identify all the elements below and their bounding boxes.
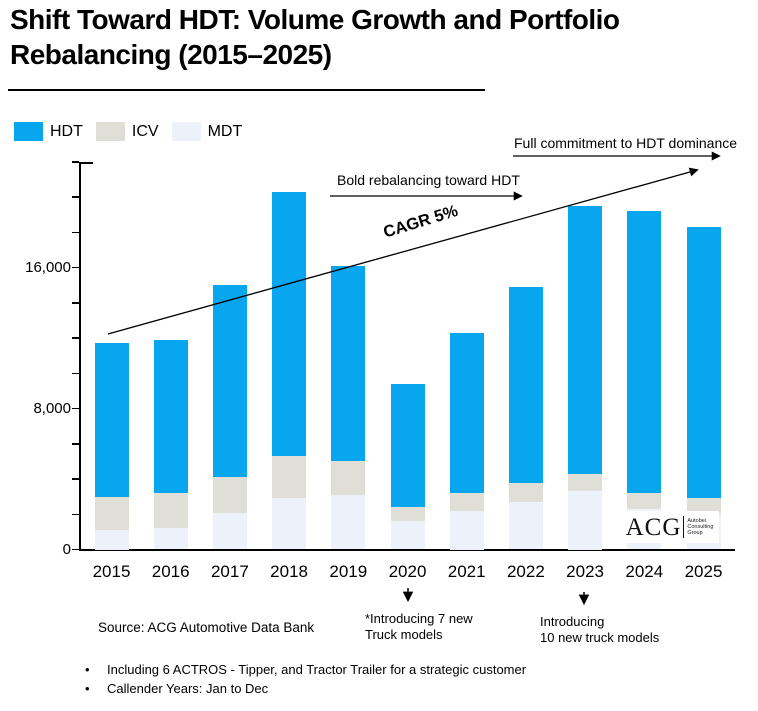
y-axis-tick (72, 443, 79, 445)
bar-2019-hdt (331, 265, 366, 462)
bar-2018-icv (272, 456, 307, 499)
bar-2023-mdt (568, 491, 603, 550)
footnote-bullet: • (85, 662, 90, 677)
footnote-text: Including 6 ACTROS - Tipper, and Tractor… (107, 662, 527, 677)
bar-2022-icv (508, 482, 543, 502)
bar-2020-hdt (390, 383, 425, 508)
source-note: Source: ACG Automotive Data Bank (98, 620, 315, 635)
footnote-item: • Including 6 ACTROS - Tipper, and Tracto… (85, 661, 526, 680)
annotation-cagr: CAGR 5% (381, 201, 461, 242)
legend-item-icv: ICV (95, 122, 159, 141)
bar-2017-hdt (212, 285, 247, 478)
y-axis-tick (72, 372, 79, 375)
bar-2016-mdt (153, 528, 188, 550)
x-tick-label-2018: 2018 (270, 562, 308, 581)
y-tick-label: 8,000 (33, 399, 71, 417)
page-title: Shift Toward HDT: Volume Growth and Port… (10, 4, 620, 70)
bar-2017-mdt (212, 512, 247, 550)
legend-label: ICV (131, 122, 159, 140)
y-tick-label: 0 (62, 540, 71, 558)
y-axis-tick (72, 196, 79, 198)
bar-2025-icv (686, 498, 721, 515)
x-tick-label-2023: 2023 (566, 562, 604, 581)
bar-2021-mdt (449, 510, 484, 550)
y-axis-tick (72, 302, 79, 304)
x-tick-label-2019: 2019 (329, 562, 368, 581)
footnotes: • Including 6 ACTROS - Tipper, and Tracto… (85, 661, 526, 698)
x-tick-label-2015: 2015 (92, 562, 131, 581)
acg-logo: ACG Autobei Consulting Group (620, 511, 719, 543)
bar-2025-hdt (686, 227, 721, 499)
legend-swatch-hdt (14, 122, 43, 141)
annotation-intro-2020: *Introducing 7 new Truck models (365, 611, 473, 642)
y-axis-tick (72, 478, 79, 480)
bar-2018-mdt (272, 498, 307, 550)
bar-2022-hdt (508, 287, 543, 483)
footnote-text: Callender Years: Jan to Dec (107, 680, 269, 696)
x-tick-label-2022: 2022 (506, 562, 545, 581)
trend-arrow (107, 167, 699, 335)
title-underline (8, 89, 485, 91)
x-axis-line (79, 548, 735, 551)
bar-2018-hdt (272, 191, 307, 457)
acg-logo-text: Autobei Consulting Group (687, 518, 714, 536)
bar-2022-mdt (508, 501, 543, 550)
bar-2015-icv (94, 496, 129, 531)
legend-item-mdt: MDT (171, 122, 243, 141)
annotation-intro-2023: Introducing 10 new truck models (540, 614, 660, 645)
bar-2015-mdt (94, 530, 129, 550)
y-axis-tick (72, 513, 79, 516)
legend-item-hdt: HDT (14, 122, 83, 141)
y-axis-top-cap (79, 162, 93, 164)
bar-2023-hdt (568, 206, 603, 474)
bar-2015-hdt (94, 343, 129, 497)
bar-2021-icv (449, 493, 484, 511)
x-tick-label-2025: 2025 (684, 562, 723, 581)
legend-swatch-mdt (171, 122, 201, 141)
legend-label: HDT (50, 122, 83, 140)
x-tick-label-2020: 2020 (388, 562, 427, 581)
legend-swatch-icv (95, 122, 125, 141)
footnote-item: • Callender Years: Jan to Dec (85, 680, 526, 699)
y-axis-tick (72, 407, 79, 410)
x-tick-label-2024: 2024 (625, 562, 664, 581)
y-axis-tick (72, 337, 79, 339)
legend-label: MDT (207, 122, 243, 140)
y-axis-tick (72, 548, 79, 551)
y-axis-line (79, 162, 81, 551)
x-tick-label-2017: 2017 (210, 562, 249, 581)
y-tick-label: 16,000 (25, 258, 71, 276)
acg-logo-acronym: ACG (625, 513, 682, 541)
bar-2016-icv (153, 493, 188, 529)
y-axis-tick (72, 266, 79, 269)
bar-2021-hdt (449, 332, 484, 494)
bar-2020-icv (390, 507, 425, 522)
footnote-bullet: • (85, 680, 90, 696)
x-tick-label-2016: 2016 (151, 562, 190, 581)
annotation-bold-rebalancing: Bold rebalancing toward HDT (337, 172, 520, 188)
chart-legend: HDT ICV MDT (14, 122, 255, 141)
bar-2017-icv (212, 477, 247, 513)
bar-2024-hdt (627, 211, 662, 494)
annotation-full-commitment: Full commitment to HDT dominance (514, 135, 738, 151)
bar-2016-hdt (153, 339, 188, 494)
bar-2023-icv (568, 473, 603, 492)
y-axis-tick (72, 161, 79, 163)
bar-2024-icv (627, 493, 662, 509)
y-axis-tick (72, 231, 79, 234)
x-tick-label-2021: 2021 (447, 562, 486, 581)
acg-logo-divider (683, 516, 685, 538)
bar-2019-mdt (331, 494, 366, 550)
bar-2019-icv (331, 461, 366, 495)
bar-2020-mdt (390, 521, 425, 550)
